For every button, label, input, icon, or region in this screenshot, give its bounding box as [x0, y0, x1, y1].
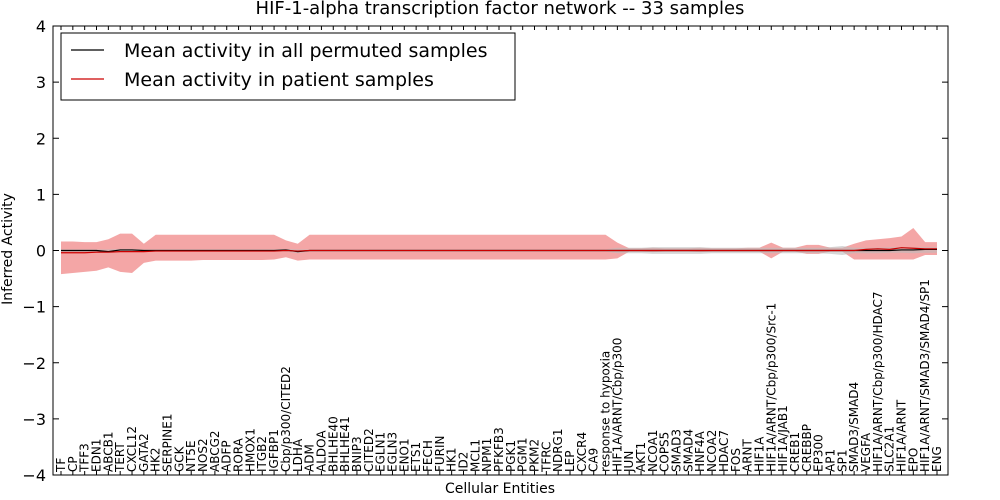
x-tick-label: TFF3 [78, 443, 92, 473]
y-tick-label: −1 [22, 298, 46, 317]
x-tick-label: PFKFB3 [492, 427, 506, 472]
y-tick-label: 1 [36, 185, 46, 204]
x-tick-label: NPM1 [480, 438, 494, 472]
x-tick-label: FOS [729, 448, 743, 472]
x-tick-label: ID2 [456, 452, 470, 472]
x-tick-label: LDHA [291, 438, 305, 472]
y-tick-label: 4 [36, 17, 46, 36]
x-tick-label: GCK [172, 445, 186, 472]
x-tick-label: SP1 [835, 450, 849, 473]
x-axis-ticks: TFCPTFF3EDN1ABCB1TERTCXCL12GATA2HK2SERPI… [54, 26, 944, 475]
x-tick-label: PKM2 [528, 439, 542, 472]
x-tick-label: NDRG1 [551, 429, 565, 473]
x-tick-label: HK2 [149, 447, 163, 472]
x-tick-label: MCL1 [468, 439, 482, 472]
y-tick-label: −4 [22, 466, 46, 485]
x-tick-label: CREB1 [788, 432, 802, 472]
x-tick-label: AP1 [823, 449, 837, 472]
x-tick-label: SLC2A1 [883, 426, 897, 472]
x-tick-label: EPO [906, 448, 920, 472]
x-tick-label: EDN1 [90, 439, 104, 472]
x-tick-label: ARNT [741, 438, 755, 472]
x-tick-label: SMAD3 [670, 429, 684, 472]
x-tick-label: NOS2 [196, 438, 210, 472]
x-tick-label: HK1 [445, 447, 459, 472]
x-tick-label: response to hypoxia [599, 351, 613, 472]
x-tick-label: FECH [421, 440, 435, 472]
x-tick-label: CXCL12 [125, 426, 139, 472]
series-lines [61, 247, 937, 254]
x-tick-label: ENO1 [397, 438, 411, 472]
x-tick-label: HIF1A/ARNT/Cbp/p300/HDAC7 [871, 291, 885, 472]
line-patient-mean [61, 247, 937, 254]
y-axis-ticks: −4 −3 −2 −1 0 1 2 3 4 [22, 17, 948, 485]
x-tick-label: CXCR4 [575, 432, 589, 472]
y-tick-label: −3 [22, 410, 46, 429]
x-tick-label: ABCB1 [101, 432, 115, 472]
x-tick-label: GATA2 [137, 433, 151, 472]
x-tick-label: NT5E [184, 440, 198, 472]
x-tick-label: Cbp/p300/CITED2 [279, 366, 293, 472]
x-tick-label: BNIP3 [350, 436, 364, 472]
x-tick-label: EGLN1 [374, 432, 388, 472]
legend-entry-patient: Mean activity in patient samples [124, 69, 434, 91]
x-tick-label: SERPINE1 [161, 413, 175, 472]
x-tick-label: NCOA2 [705, 430, 719, 472]
x-tick-label: HIF1A/ARNT/Cbp/p300/Src-1 [764, 303, 778, 472]
x-tick-label: ITGB2 [255, 436, 269, 472]
y-tick-label: 3 [36, 73, 46, 92]
x-tick-label: HMOX1 [243, 428, 257, 472]
x-tick-label: SMAD4 [681, 429, 695, 472]
x-tick-label: PGK1 [504, 440, 518, 472]
x-tick-label: CA9 [587, 448, 601, 472]
x-tick-label: CP [66, 456, 80, 472]
x-tick-label: TFRC [539, 442, 553, 473]
y-tick-label: 2 [36, 129, 46, 148]
x-tick-label: ALDOA [314, 430, 328, 472]
legend: Mean activity in all permuted samples Me… [60, 32, 516, 101]
x-tick-label: HIF1A/ARNT [894, 399, 908, 472]
x-tick-label: ABCG2 [208, 430, 222, 472]
x-tick-label: EGLN3 [385, 432, 399, 472]
chart-title: HIF-1-alpha transcription factor network… [256, 0, 745, 19]
x-tick-label: HIF1A/JAB1 [776, 405, 790, 472]
x-tick-label: VEGFA [859, 432, 873, 472]
x-tick-label: SMAD3/SMAD4 [847, 382, 861, 472]
plot-frame [52, 25, 949, 476]
x-tick-label: ENG [930, 446, 944, 472]
x-tick-label: CREBBP [800, 424, 814, 472]
x-tick-label: HIF1A/ARNT/Cbp/p300 [610, 338, 624, 472]
x-tick-label: HIF1A [752, 436, 766, 472]
x-tick-label: ADFP [220, 440, 234, 472]
x-tick-label: RORA [232, 437, 246, 472]
x-tick-label: HNF4A [693, 430, 707, 472]
x-tick-label: JUN [622, 451, 636, 473]
legend-entry-permuted: Mean activity in all permuted samples [124, 40, 487, 62]
x-tick-label: IGFBP1 [267, 429, 281, 472]
x-tick-label: CITED2 [362, 428, 376, 472]
x-tick-label: HDAC7 [717, 430, 731, 472]
x-tick-label: LEP [563, 450, 577, 472]
x-tick-label: AKT1 [634, 442, 648, 472]
x-tick-label: HIF1A/ARNT/SMAD3/SMAD4/SP1 [918, 279, 932, 472]
x-tick-label: ETS1 [409, 442, 423, 472]
y-axis-label: Inferred Activity [0, 193, 16, 305]
x-tick-label: FURIN [433, 435, 447, 472]
x-tick-label: NCOA1 [646, 430, 660, 472]
x-tick-label: COPS5 [658, 432, 672, 472]
x-tick-label: PGM1 [516, 437, 530, 472]
y-tick-label: 0 [36, 242, 46, 261]
legend-box [60, 32, 516, 101]
x-tick-label: BHLHE41 [338, 416, 352, 472]
x-tick-label: BHLHE40 [326, 416, 340, 472]
x-tick-label: TERT [113, 442, 127, 473]
x-axis-label: Cellular Entities [445, 481, 555, 497]
x-tick-label: EP300 [812, 434, 826, 472]
y-tick-label: −2 [22, 354, 46, 373]
x-tick-label: ADM [303, 444, 317, 472]
x-tick-label: TF [54, 458, 68, 473]
